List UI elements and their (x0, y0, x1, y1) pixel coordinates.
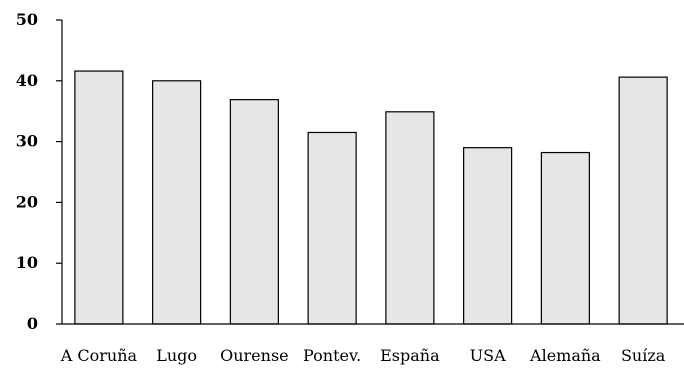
bar (229, 99, 279, 325)
x-tick-label: Suíza (621, 346, 666, 365)
y-tick-label: 50 (16, 10, 38, 29)
x-tick-label: Lugo (156, 346, 197, 365)
x-axis: A Coruña Lugo Ourense Pontev. España USA Alema… (60, 323, 684, 365)
bar (540, 151, 590, 325)
bar (463, 147, 513, 325)
bar (307, 131, 357, 325)
x-tick-label: Alemaña (529, 346, 601, 365)
y-tick-label: 0 (27, 314, 38, 333)
bar (618, 76, 668, 325)
bar (152, 80, 202, 325)
bar (74, 70, 124, 325)
y-axis: 0 10 20 30 40 50 (16, 10, 63, 333)
x-tick-label: Pontev. (303, 346, 361, 365)
bar (385, 111, 435, 325)
x-tick-label: A Coruña (60, 346, 138, 365)
y-tick-label: 30 (16, 132, 38, 151)
x-tick-label: USA (470, 346, 506, 365)
y-tick-label: 10 (16, 253, 38, 272)
y-tick-label: 20 (16, 192, 38, 211)
x-tick-label: España (380, 346, 440, 365)
bars (74, 70, 668, 325)
y-tick-label: 40 (16, 71, 38, 90)
x-tick-label: Ourense (220, 346, 289, 365)
